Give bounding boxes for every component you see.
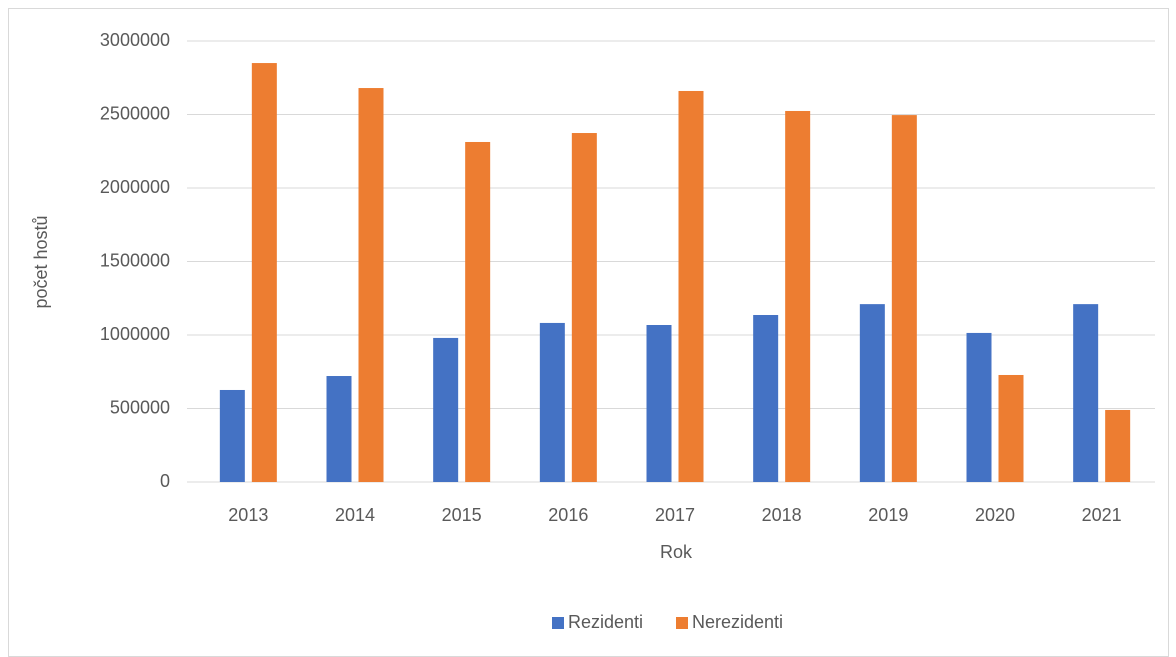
bar: [1105, 409, 1131, 482]
x-tick-label: 2018: [762, 505, 802, 525]
legend-label: Nerezidenti: [692, 612, 783, 632]
bar: [251, 63, 277, 483]
y-tick-label: 0: [160, 471, 170, 491]
bar: [646, 325, 672, 482]
bar: [966, 332, 992, 482]
bar: [891, 115, 917, 482]
x-tick-label: 2017: [655, 505, 695, 525]
bar: [539, 322, 565, 482]
y-tick-label: 1500000: [100, 250, 170, 270]
y-tick-label: 2500000: [100, 103, 170, 123]
bar: [219, 389, 245, 482]
x-tick-label: 2021: [1082, 505, 1122, 525]
bar: [785, 110, 811, 483]
bar: [998, 374, 1024, 482]
bar: [571, 133, 597, 482]
y-axis-label: počet hostů: [31, 215, 51, 308]
y-tick-label: 1000000: [100, 324, 170, 344]
bar: [326, 376, 352, 482]
x-tick-label: 2015: [442, 505, 482, 525]
x-tick-label: 2014: [335, 505, 375, 525]
bar: [358, 88, 384, 482]
x-axis-label: Rok: [660, 542, 693, 562]
bar: [859, 304, 885, 482]
x-tick-label: 2016: [548, 505, 588, 525]
y-tick-label: 2000000: [100, 177, 170, 197]
x-tick-label: 2019: [868, 505, 908, 525]
legend-swatch: [676, 617, 688, 629]
y-tick-label: 3000000: [100, 30, 170, 50]
bar: [1073, 304, 1099, 482]
bar: [465, 141, 491, 482]
legend-label: Rezidenti: [568, 612, 643, 632]
x-tick-label: 2013: [228, 505, 268, 525]
y-tick-label: 500000: [110, 397, 170, 417]
legend-swatch: [552, 617, 564, 629]
x-tick-label: 2020: [975, 505, 1015, 525]
bar: [678, 90, 704, 482]
bar: [433, 337, 459, 482]
bar: [753, 315, 779, 482]
